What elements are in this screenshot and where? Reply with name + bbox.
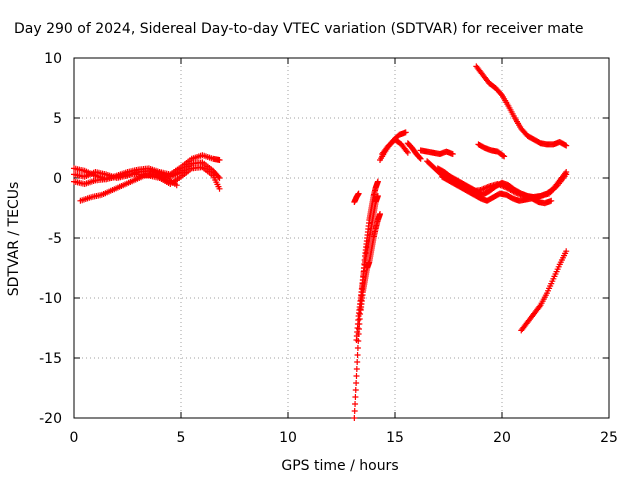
data-point	[355, 190, 362, 197]
data-point	[216, 175, 223, 181]
data-point	[353, 366, 360, 372]
data-point	[416, 155, 423, 161]
series-arc-8	[351, 190, 362, 205]
y-axis-label: SDTVAR / TECUs	[6, 182, 22, 297]
data-point	[548, 197, 555, 204]
y-tick-label: 10	[44, 51, 62, 67]
data-point	[216, 185, 223, 192]
x-axis-label: GPS time / hours	[281, 458, 398, 474]
x-tick-label: 20	[493, 430, 511, 446]
series-arc-18	[518, 248, 570, 334]
data-point	[353, 373, 360, 379]
y-tick-label: -15	[39, 351, 62, 367]
axis-ticks: 0 5 10 15 20 25 -20 -15 -10 -5 0 5 10	[39, 51, 618, 446]
x-tick-label: 15	[386, 430, 404, 446]
data-point	[417, 155, 424, 162]
data-point	[351, 415, 358, 421]
data-point	[374, 178, 381, 185]
series-arc-17	[473, 63, 570, 149]
x-tick-label: 10	[279, 430, 297, 446]
y-tick-label: 5	[53, 111, 62, 127]
y-tick-label: -20	[39, 411, 62, 427]
series-arc-14	[439, 173, 555, 207]
data-point	[351, 408, 358, 414]
data-point	[352, 394, 359, 400]
data-point	[216, 157, 223, 163]
data-point	[563, 248, 570, 255]
chart-title: Day 290 of 2024, Sidereal Day-to-day VTE…	[14, 21, 584, 37]
data-point	[352, 401, 359, 407]
series-arc-10	[379, 136, 411, 157]
data-point	[449, 151, 456, 157]
data-point	[173, 182, 180, 189]
series-arc-7	[357, 211, 384, 313]
data-point	[353, 380, 360, 386]
data-point	[354, 352, 361, 358]
data-point	[215, 173, 222, 180]
y-tick-label: -5	[48, 231, 62, 247]
series-arc-16	[475, 141, 508, 160]
series-arc-6	[353, 193, 381, 343]
data-point	[377, 211, 384, 217]
x-tick-label: 25	[600, 430, 618, 446]
data-point	[500, 152, 507, 159]
y-tick-label: 0	[53, 171, 62, 187]
y-tick-label: -10	[39, 291, 62, 307]
x-tick-label: 5	[177, 430, 186, 446]
data-point	[404, 149, 411, 156]
data-point	[352, 387, 359, 393]
grid	[74, 58, 609, 418]
x-tick-label: 0	[70, 430, 79, 446]
data-point	[501, 153, 508, 160]
data-point	[354, 345, 361, 351]
data-point	[563, 142, 570, 149]
series-arc-11	[404, 140, 424, 162]
series-arc-5	[351, 178, 381, 421]
data-marks	[71, 63, 570, 421]
series-arc-15	[417, 147, 456, 157]
data-point	[374, 193, 381, 199]
data-point	[563, 169, 570, 175]
data-point	[354, 359, 361, 365]
data-point	[402, 129, 409, 136]
series-arc-4	[77, 171, 180, 204]
